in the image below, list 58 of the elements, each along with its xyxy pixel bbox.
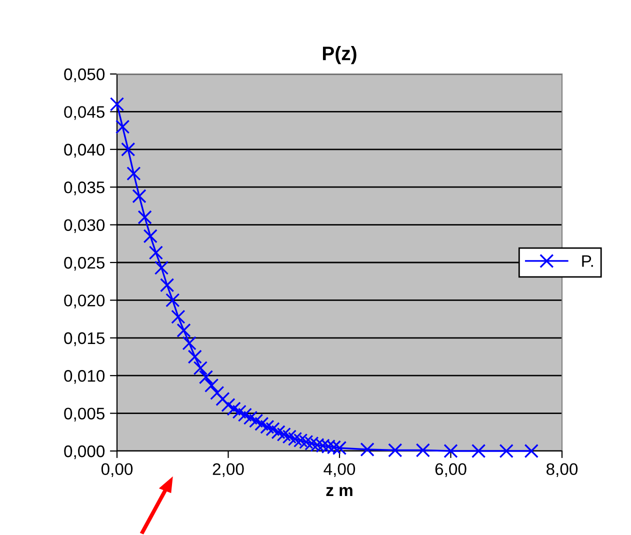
point [132,189,146,204]
point [276,427,291,442]
point [176,323,191,338]
point [248,414,264,428]
y-tick-label: 0,015 [64,332,104,346]
point [271,425,286,440]
point [182,336,196,350]
legend-label: P. [582,255,593,267]
y-tick-label: 0,025 [64,256,104,271]
point [121,142,136,156]
point [198,370,214,384]
point [232,404,246,419]
y-tick-label: 0,005 [64,408,104,422]
point [416,443,430,458]
y-tick-label: 0,030 [64,219,105,233]
point [499,444,514,458]
point [254,416,269,431]
point [221,398,236,412]
y-tick-label: 0,045 [64,106,104,120]
point [160,278,174,292]
point [138,210,152,224]
y-tick-label: 0,050 [64,68,105,82]
point [282,430,297,444]
point [143,229,158,244]
x-tick-label: 6,00 [435,463,466,478]
point [204,378,219,392]
x-tick-label: 8,00 [546,463,578,478]
point [171,310,186,324]
x-tick-label: 0,00 [101,463,133,478]
y-tick-label: 0,035 [64,182,104,196]
x-tick-label: 2,00 [212,463,244,478]
point [126,166,141,181]
point [243,410,258,425]
y-tick-label: 0,010 [64,370,105,384]
point [388,443,402,458]
point [188,350,202,364]
chart-title: P(z) [322,46,356,64]
point [226,402,241,416]
point [110,97,124,112]
point [471,444,486,458]
point [166,293,180,308]
point [524,444,538,458]
point [193,360,208,376]
point [154,260,169,275]
x-tick-label: 4,00 [324,463,356,478]
point [444,444,458,458]
y-tick-label: 0,040 [64,144,105,158]
point [238,408,252,422]
point [210,386,224,400]
point [266,422,280,436]
point [115,120,130,134]
point [148,246,164,260]
point [260,420,274,434]
point [360,442,374,457]
y-tick-label: 0,000 [64,445,105,460]
x-axis-title: z m [326,487,352,496]
y-tick-label: 0,020 [64,294,105,308]
point [216,392,230,406]
